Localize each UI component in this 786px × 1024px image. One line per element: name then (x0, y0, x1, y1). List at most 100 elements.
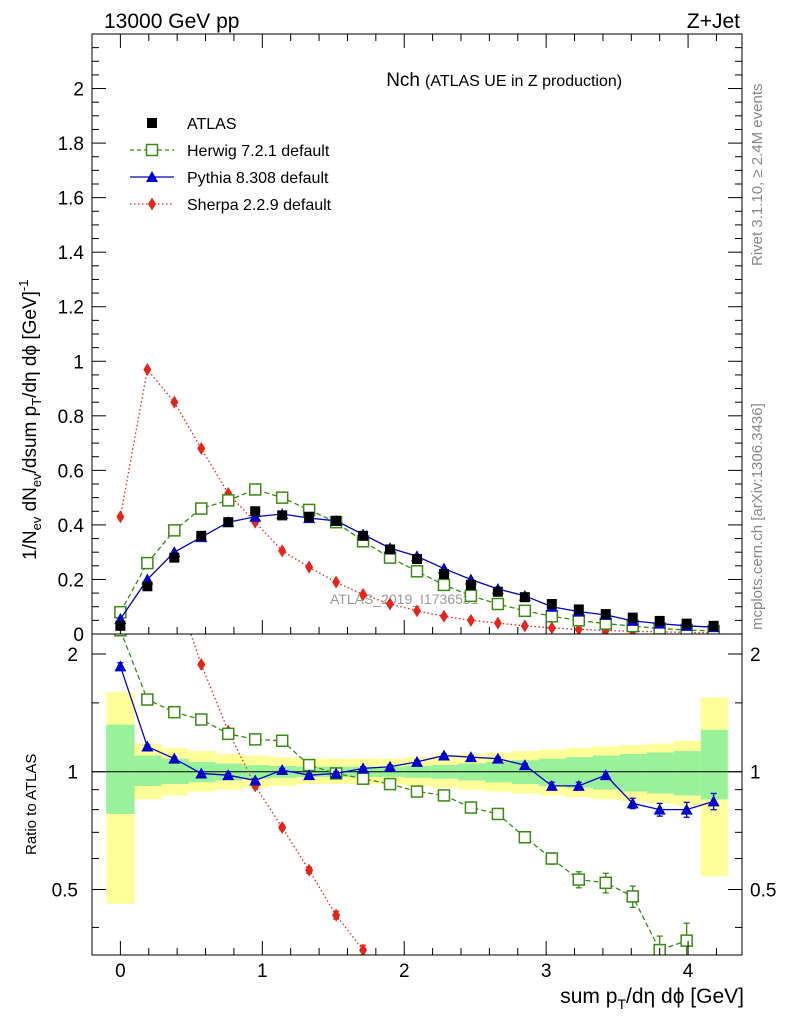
main-point-sherpa (493, 616, 502, 630)
ratio-point-pythia (195, 767, 208, 779)
main-point-atlas (492, 586, 503, 597)
main-point-herwig (410, 565, 424, 578)
main-point-sherpa (520, 619, 529, 633)
ratio-y-tick-label: 1 (67, 763, 78, 784)
ratio-point-sherpa (359, 943, 368, 955)
ratio-uncertainty-bands (106, 691, 728, 904)
x-tick-label: 1 (257, 961, 268, 982)
ratio-point-herwig (626, 890, 639, 903)
x-tick-label: 4 (683, 961, 694, 982)
ratio-point-herwig (275, 734, 289, 748)
main-point-herwig (545, 610, 559, 623)
main-axis-ticks (91, 34, 742, 635)
y-tick-label: 0.2 (58, 570, 84, 591)
ratio-point-pythia (249, 774, 262, 786)
main-point-sherpa (386, 597, 395, 611)
y-tick-label: 1.2 (58, 298, 84, 319)
main-point-herwig (141, 556, 154, 570)
main-point-herwig (275, 491, 289, 504)
main-plot-panel: 0 0.2 0.4 0.6 0.8 1 1.2 1.4 1.6 1.8 2 Nch (ATLAS U… (58, 33, 743, 646)
ratio-band-inner (134, 755, 162, 786)
ratio-point-herwig (141, 693, 154, 706)
legend-label-atlas: ATLAS (187, 116, 237, 133)
main-series-layer (114, 362, 720, 634)
rivet-label: Rivet 3.1.10, ≥ 2.4M events (749, 84, 766, 267)
main-point-sherpa (547, 621, 556, 634)
main-point-sherpa (197, 442, 206, 456)
ratio-point-herwig (356, 772, 370, 785)
ratio-point-pythia (330, 767, 343, 779)
main-point-atlas (412, 554, 422, 564)
ratio-point-pythia (707, 795, 720, 807)
main-point-atlas (654, 615, 665, 626)
main-point-atlas (519, 592, 530, 603)
ratio-point-herwig (491, 807, 505, 821)
ratio-point-herwig (221, 727, 235, 741)
ratio-point-pythia (491, 752, 504, 764)
ratio-y-tick-label-right: 0.5 (750, 880, 776, 901)
x-tick-labels: 0 1 2 3 4 (115, 961, 694, 982)
y-tick-label: 0.4 (58, 516, 85, 537)
main-point-atlas (331, 515, 342, 526)
y-tick-label: 1.4 (58, 243, 85, 264)
legend-entry-atlas: ATLAS (147, 116, 237, 133)
y-tick-label: 0.8 (58, 407, 84, 428)
ratio-y-axis-label: Ratio to ATLAS (23, 754, 40, 855)
analysis-watermark: ATLAS_2019_I1736531 (330, 591, 479, 607)
main-point-herwig (518, 604, 532, 618)
ratio-y-tick-label: 0.5 (52, 880, 78, 901)
main-point-sherpa (332, 575, 341, 589)
main-point-atlas (573, 604, 584, 615)
y-tick-label: 0.6 (58, 461, 84, 482)
main-point-sherpa (143, 362, 152, 376)
legend-entry-pythia: Pythia 8.308 default (130, 170, 329, 187)
ratio-point-pythia (518, 759, 531, 771)
ratio-point-herwig (437, 789, 451, 802)
process-label: Z+Jet (687, 10, 740, 33)
plot-subtitle: (ATLAS UE in Z production) (425, 73, 622, 90)
ratio-point-sherpa (278, 821, 287, 835)
ratio-plot-panel: 0.5 0.5 1 1 2 2 0 1 2 3 4 (52, 633, 777, 982)
main-point-sherpa (278, 544, 287, 558)
main-point-sherpa (116, 510, 125, 524)
main-point-atlas (115, 620, 126, 631)
legend-label-sherpa: Sherpa 2.2.9 default (187, 197, 332, 214)
main-point-herwig (464, 589, 478, 603)
ratio-tick-labels: 0.5 0.5 1 1 2 2 (52, 645, 777, 901)
ratio-point-pythia (599, 769, 612, 781)
ratio-point-pythia (384, 760, 397, 772)
main-point-sherpa (170, 395, 179, 409)
ratio-point-herwig (464, 801, 478, 814)
ratio-point-pythia (303, 769, 316, 781)
plot-title: Nch (386, 70, 420, 91)
ratio-point-herwig (599, 876, 613, 890)
ratio-band-inner (646, 752, 674, 794)
ratio-point-pythia (114, 660, 127, 672)
ratio-point-sherpa (197, 658, 206, 672)
ratio-y-tick-label-right: 1 (750, 763, 761, 784)
main-point-atlas (385, 544, 396, 555)
ratio-point-pythia (357, 762, 370, 774)
ratio-point-herwig (572, 873, 586, 886)
x-tick-label: 3 (541, 961, 552, 982)
main-point-atlas (142, 581, 153, 592)
x-tick-label: 2 (399, 961, 410, 982)
main-point-atlas (600, 609, 611, 620)
ratio-point-herwig (114, 634, 127, 637)
x-axis-label: sum pT/dη dϕ [GeV] (560, 985, 744, 1012)
ratio-point-pythia (437, 749, 450, 761)
mcplots-label: mcplots.cern.ch [arXiv:1306.3436] (749, 403, 766, 630)
ratio-point-pythia (680, 803, 693, 815)
energy-label: 13000 GeV pp (104, 10, 239, 33)
ratio-point-pythia (626, 797, 639, 809)
legend-marker-atlas (147, 118, 157, 128)
legend-marker-sherpa (148, 197, 156, 211)
main-point-atlas (169, 552, 180, 563)
ratio-point-pythia (545, 779, 558, 791)
ratio-point-pythia (464, 751, 477, 763)
ratio-point-sherpa (305, 863, 314, 877)
ratio-band-inner (619, 754, 647, 792)
main-point-atlas (465, 579, 476, 590)
main-point-atlas (250, 506, 261, 517)
main-point-herwig (437, 578, 451, 592)
